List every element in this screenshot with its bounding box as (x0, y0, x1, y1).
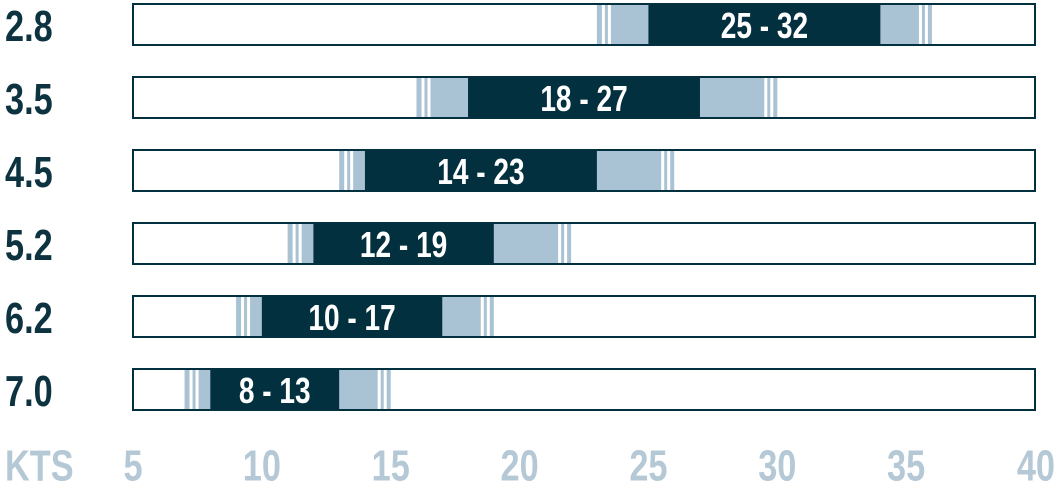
core-bar (364, 151, 597, 190)
stripe (189, 370, 193, 409)
x-tick-label: 5 (123, 441, 142, 488)
core-bar (648, 5, 881, 44)
stripe (298, 224, 302, 263)
range-label: 10 - 17 (308, 297, 395, 337)
stripe (377, 370, 381, 409)
stripe (195, 370, 199, 409)
stripe (667, 151, 671, 190)
stripe (486, 297, 490, 336)
stripe (764, 78, 768, 117)
stripe (350, 151, 354, 190)
stripe (292, 224, 296, 263)
stripe (918, 5, 922, 44)
stripe (421, 78, 425, 117)
stripe (383, 370, 387, 409)
row-frame (132, 222, 1036, 265)
row-label: 7.0 (5, 367, 53, 416)
core-bar (313, 224, 494, 263)
row-label: 4.5 (5, 148, 53, 197)
x-tick-label: 20 (500, 441, 538, 488)
stripe (661, 151, 665, 190)
stripe (601, 5, 605, 44)
range-label: 18 - 27 (540, 78, 627, 118)
row-label: 3.5 (5, 75, 53, 124)
core-bar (210, 370, 340, 409)
row-label: 5.2 (5, 221, 53, 270)
stripe (241, 297, 245, 336)
stripe (607, 5, 611, 44)
range-label: 14 - 23 (437, 151, 524, 191)
row-label: 6.2 (5, 294, 53, 343)
stripe (344, 151, 348, 190)
x-tick-label: 35 (887, 441, 925, 488)
x-tick-label: 15 (372, 441, 410, 488)
stripe (770, 78, 774, 117)
x-axis-label: KTS (5, 441, 74, 488)
stripe (427, 78, 431, 117)
x-tick-label: 40 (1017, 441, 1055, 488)
core-bar (468, 78, 700, 117)
range-label: 8 - 13 (239, 370, 311, 410)
range-label: 12 - 19 (360, 224, 447, 264)
core-bar (261, 297, 443, 336)
stripe (247, 297, 251, 336)
x-tick-label: 30 (758, 441, 796, 488)
x-tick-label: 25 (629, 441, 667, 488)
x-tick-label: 10 (243, 441, 281, 488)
stripe (924, 5, 928, 44)
stripe (480, 297, 484, 336)
row-label: 2.8 (5, 2, 53, 51)
range-label: 25 - 32 (721, 5, 808, 45)
stripe (564, 224, 568, 263)
stripe (558, 224, 562, 263)
